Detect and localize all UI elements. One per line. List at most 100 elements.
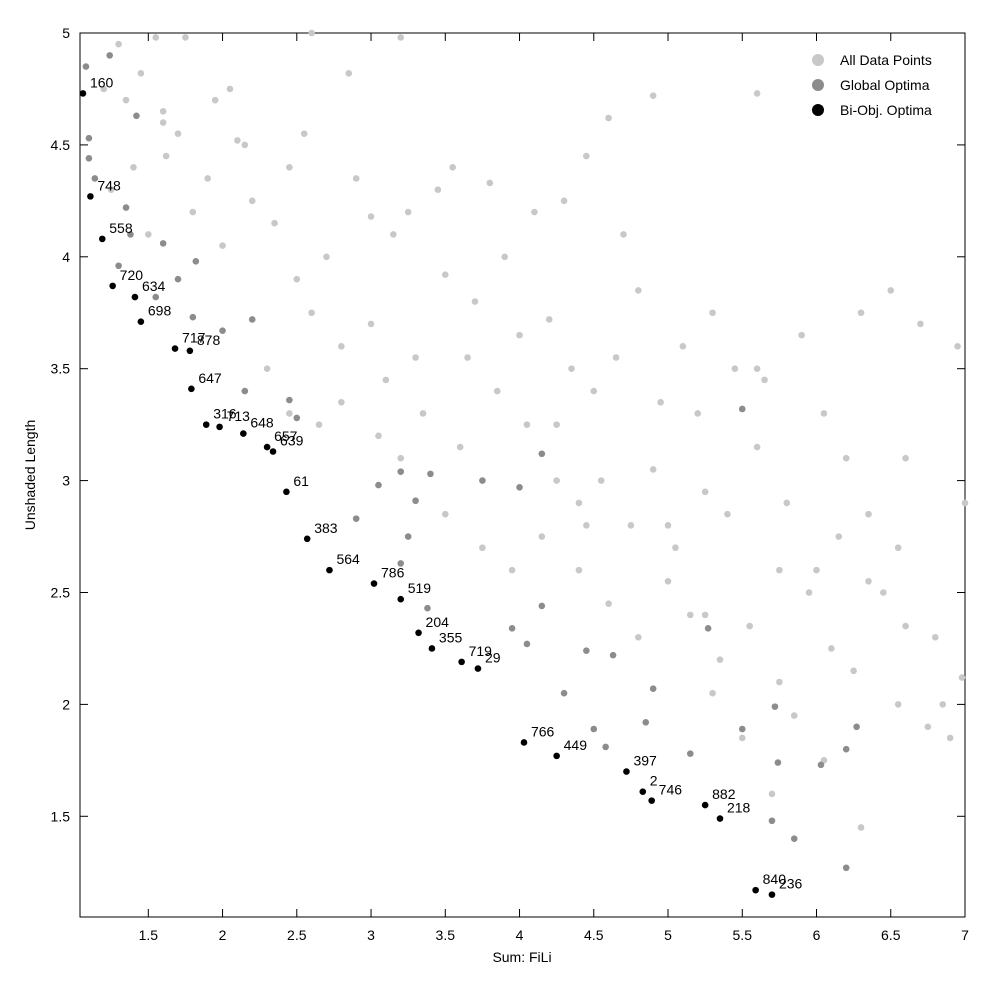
data-point [471, 298, 479, 305]
data-point [226, 85, 234, 93]
point-label: 218 [727, 800, 751, 816]
data-point [130, 163, 137, 171]
data-point [597, 477, 605, 484]
data-point [397, 34, 405, 41]
data-point [263, 365, 271, 372]
data-point [375, 432, 382, 440]
data-point [686, 750, 694, 757]
data-point [761, 376, 768, 384]
data-point [427, 470, 434, 478]
data-point [853, 723, 860, 731]
data-point [805, 589, 813, 596]
data-point [323, 253, 330, 261]
data-point [397, 454, 405, 462]
data-point [382, 376, 390, 384]
data-point [724, 510, 731, 518]
data-point [609, 651, 617, 659]
data-point [516, 331, 523, 339]
data-point [583, 152, 590, 160]
data-point [338, 398, 345, 406]
x-axis-label: Sum: FiLi [492, 949, 551, 965]
data-point [137, 318, 145, 325]
data-point [523, 640, 531, 648]
plot-frame [79, 32, 966, 918]
data-point [308, 309, 315, 317]
data-point [269, 448, 277, 455]
data-point [131, 293, 139, 301]
data-point [752, 886, 759, 894]
data-point [753, 90, 761, 97]
data-point [902, 622, 909, 630]
data-point [174, 130, 182, 138]
x-tick-label: 2.5 [287, 927, 307, 943]
data-point [152, 34, 160, 41]
data-point [174, 275, 182, 283]
point-label: 786 [381, 565, 405, 581]
data-point [783, 499, 791, 507]
data-point [590, 387, 598, 395]
data-point [300, 130, 308, 138]
y-tick-label: 1.5 [51, 808, 71, 824]
point-label: 878 [197, 332, 221, 348]
data-point [568, 365, 575, 372]
data-point [701, 801, 709, 809]
data-point [370, 580, 378, 587]
data-point [404, 208, 412, 216]
data-point [924, 723, 932, 731]
point-label: 449 [564, 737, 588, 753]
point-label: 657 [274, 428, 298, 444]
data-point [182, 34, 189, 41]
data-point [338, 343, 345, 350]
point-label: 639 [280, 433, 304, 449]
point-label: 647 [198, 370, 222, 386]
point-label: 882 [712, 786, 736, 802]
point-label: 2 [650, 773, 658, 789]
data-point [303, 535, 311, 543]
data-point [441, 271, 449, 279]
data-point [241, 387, 249, 395]
data-point [352, 175, 360, 182]
data-point [553, 477, 560, 484]
data-point [508, 566, 516, 574]
data-point [790, 835, 798, 842]
data-point [508, 625, 516, 632]
data-point [397, 560, 405, 567]
data-point [553, 752, 560, 760]
data-point [404, 533, 412, 540]
legend-label: Bi-Obj. Optima [840, 102, 932, 118]
data-point [367, 213, 375, 220]
legend-marker [812, 79, 824, 91]
data-point [704, 625, 712, 632]
y-tick-label: 4 [62, 249, 70, 265]
data-point [419, 410, 427, 417]
point-label: 746 [659, 782, 683, 798]
data-point [91, 175, 99, 182]
data-point [768, 817, 776, 825]
data-point [241, 141, 249, 149]
data-point [701, 488, 709, 496]
data-point [679, 343, 687, 350]
point-label: 713 [227, 408, 251, 424]
data-point [415, 629, 422, 637]
data-point [694, 410, 702, 417]
data-point [649, 92, 657, 99]
legend-marker [812, 104, 824, 116]
data-point [352, 515, 360, 522]
data-point [434, 186, 442, 193]
legend-marker [812, 54, 824, 66]
data-point [545, 316, 553, 323]
data-point [137, 69, 145, 77]
data-point [523, 421, 531, 428]
data-point [458, 658, 465, 666]
data-point [424, 604, 431, 612]
point-label: 840 [763, 871, 787, 887]
data-point [590, 725, 598, 733]
data-point [958, 674, 966, 681]
data-point [657, 398, 664, 406]
data-point [82, 63, 90, 70]
data-point [932, 633, 939, 641]
data-point [798, 331, 805, 339]
data-point [367, 320, 375, 328]
data-point [87, 193, 94, 200]
